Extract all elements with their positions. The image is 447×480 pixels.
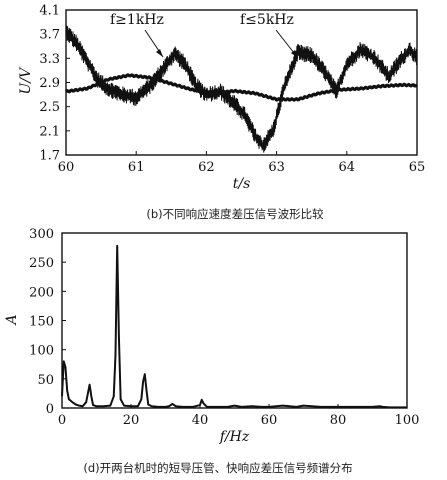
y-tick-label: 4.1 (39, 4, 60, 19)
series-line-fast (65, 24, 418, 153)
x-tick-label: 60 (58, 160, 75, 175)
chart-b-y-ticks: 1.7 2.1 2.5 2.9 3.3 3.7 4.1 (39, 4, 70, 164)
y-tick-label: 2.9 (39, 76, 60, 91)
chart-panel-b: 1.7 2.1 2.5 2.9 3.3 3.7 4.1 60 61 62 63 64 65 U/V t… (18, 4, 425, 222)
y-tick-label: 2.5 (39, 100, 60, 115)
y-tick-label: 2.1 (39, 124, 60, 139)
chart-b-caption: (b)不同响应速度差压信号波形比较 (146, 207, 324, 221)
chart-d-y-ticks: 0 50 100 150 200 250 300 (29, 227, 66, 417)
chart-b-x-ticks: 60 61 62 63 64 65 (58, 151, 426, 175)
x-tick-label: 80 (330, 413, 347, 428)
y-tick-label: 3.3 (39, 52, 60, 67)
y-tick-label: 3.7 (39, 28, 60, 43)
x-tick-label: 100 (395, 413, 420, 428)
y-tick-label: 250 (29, 256, 54, 271)
chart-d-x-axis-label: f/Hz (219, 429, 250, 445)
annotation-label-fast: f≥1kHz (110, 12, 164, 28)
chart-b-frame (65, 9, 418, 156)
chart-b-plot-area (65, 9, 419, 156)
annotation-label-slow: f≤5kHz (240, 12, 294, 28)
y-tick-label: 150 (29, 315, 54, 330)
x-tick-label: 64 (339, 160, 356, 175)
chart-d-caption: (d)开两台机时的短导压管、快响应差压信号频谱分布 (83, 461, 352, 475)
chart-d-plot-area (61, 232, 408, 409)
y-tick-label: 300 (29, 227, 54, 242)
x-tick-label: 63 (268, 160, 285, 175)
x-tick-label: 60 (261, 413, 278, 428)
annotation-arrowhead-slow (291, 50, 298, 58)
chart-b-x-axis-label: t/s (233, 176, 251, 192)
x-tick-label: 0 (58, 413, 66, 428)
x-tick-label: 20 (123, 413, 140, 428)
y-tick-label: 50 (37, 373, 54, 388)
chart-panel-d: 0 50 100 150 200 250 300 0 20 40 60 80 100 A f/Hz (… (4, 227, 419, 475)
chart-d-x-ticks: 0 20 40 60 80 100 (58, 404, 420, 428)
series-line-slow (65, 73, 419, 102)
series-line-spectrum (61, 244, 407, 409)
x-tick-label: 40 (192, 413, 209, 428)
chart-b-annotations: f≥1kHz f≤5kHz (110, 12, 299, 59)
chart-d-y-axis-label: A (4, 314, 20, 326)
x-tick-label: 61 (128, 160, 145, 175)
annotation-arrowhead-fast (156, 49, 163, 57)
x-tick-label: 62 (198, 160, 215, 175)
y-tick-label: 200 (29, 285, 54, 300)
y-tick-label: 0 (46, 402, 54, 417)
chart-b-y-axis-label: U/V (18, 66, 34, 95)
y-tick-label: 1.7 (39, 149, 60, 164)
y-tick-label: 100 (29, 344, 54, 359)
x-tick-label: 65 (409, 160, 426, 175)
